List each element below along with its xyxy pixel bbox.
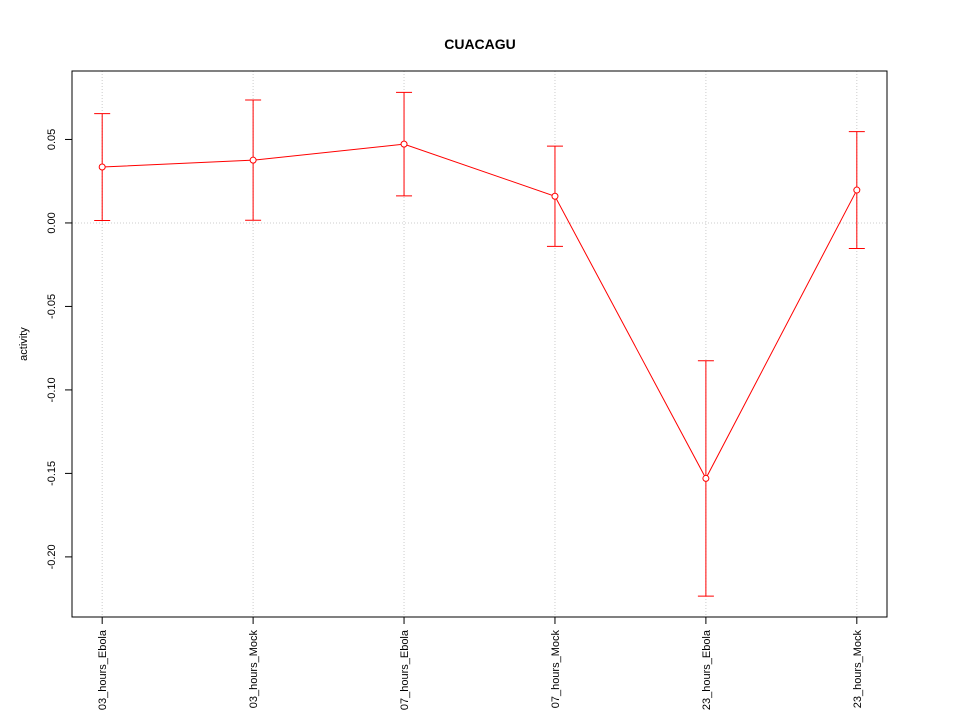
x-tick-label: 03_hours_Ebola: [97, 629, 109, 710]
y-tick-label: -0.15: [46, 461, 58, 486]
x-tick-label: 07_hours_Mock: [550, 630, 562, 709]
data-point: [853, 186, 861, 194]
y-tick-label: 0.05: [46, 129, 58, 150]
y-axis-label: activity: [18, 327, 30, 361]
plot-frame: [71, 70, 888, 618]
x-tick-label: 03_hours_Mock: [248, 630, 260, 709]
y-tick-label: -0.10: [46, 377, 58, 402]
data-point: [98, 163, 106, 171]
data-point: [551, 192, 559, 200]
chart-title: CUACAGU: [444, 36, 516, 52]
y-tick-label: 0.00: [46, 212, 58, 233]
data-line: [102, 143, 858, 480]
data-point: [702, 474, 710, 482]
y-tick-label: -0.20: [46, 544, 58, 569]
x-tick-label: 23_hours_Mock: [852, 630, 864, 709]
x-tick-label: 23_hours_Ebola: [701, 629, 713, 710]
x-tick-label: 07_hours_Ebola: [399, 629, 411, 710]
y-tick-label: -0.05: [46, 294, 58, 319]
data-point: [400, 140, 408, 148]
data-point: [249, 156, 257, 164]
